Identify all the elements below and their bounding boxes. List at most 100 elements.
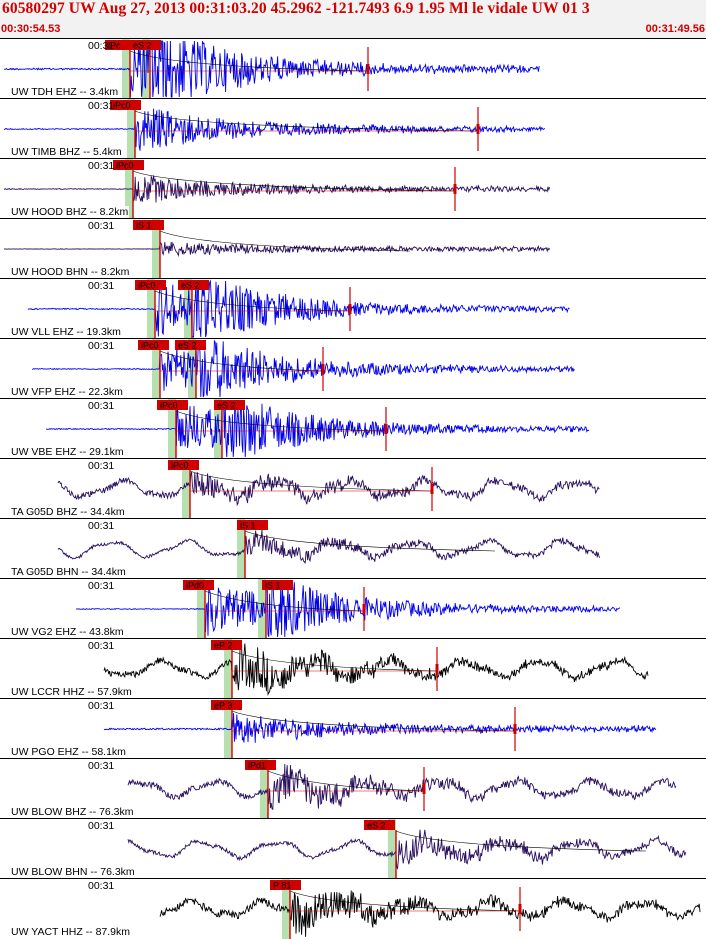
pick-label: eS 2 [133, 41, 152, 51]
coda-curve [231, 650, 438, 672]
start-time: 00:30:54.53 [1, 23, 61, 35]
trace-panel: iS 1 00:31 TA G05D BHN -- 34.4km [0, 518, 706, 579]
coda-curve [159, 230, 411, 252]
waveform-plot: P 81 [159, 879, 701, 939]
pick-flag [183, 580, 214, 590]
phase-pick[interactable]: eS 2 [175, 340, 206, 399]
phase-pick[interactable]: P 81 [270, 880, 301, 939]
waveform-plot: eP 2 [103, 639, 649, 699]
phase-pick[interactable]: iPc [105, 40, 131, 99]
waveform-trace [57, 471, 600, 507]
pick-flag [138, 340, 169, 350]
phase-pick[interactable]: eS 2 [130, 40, 161, 99]
coda-curve [289, 890, 521, 912]
phase-pick[interactable]: eS 2 [364, 820, 397, 879]
waveform-trace [3, 241, 550, 258]
coda-end-box [366, 64, 370, 74]
pick-flag [178, 280, 209, 290]
phase-pick[interactable]: eS 2 [214, 400, 245, 459]
coda-curve [395, 830, 647, 852]
phase-pick[interactable]: iPc0 [110, 100, 141, 159]
pick-label: iS 1 [265, 581, 281, 591]
coda-curve [154, 290, 351, 312]
waveform-plot: iS 1 [57, 519, 601, 579]
channel-label: UW HOOD BHN -- 8.2km [10, 266, 131, 278]
pick-flag [110, 100, 141, 110]
time-tick-label: 00:31 [88, 460, 115, 472]
pick-flag [245, 760, 276, 770]
pick-label: iS 1 [136, 221, 152, 231]
coda-end-box [430, 484, 434, 494]
phase-pick[interactable]: iS 1 [262, 580, 293, 639]
phase-pick[interactable]: iPc0 [135, 280, 166, 339]
event-title: 60580297 UW Aug 27, 2013 00:31:03.20 45.… [2, 0, 590, 17]
pick-flag [168, 460, 199, 470]
pick-flag [214, 400, 245, 410]
phase-pick[interactable]: eP 3 [211, 700, 242, 759]
waveform-plot: iPd1 [127, 759, 677, 819]
coda-end-box [518, 904, 522, 914]
waveform-trace [46, 400, 590, 458]
coda-end-box [422, 784, 426, 794]
channel-label: UW HOOD BHZ -- 8.2km [10, 206, 130, 218]
waveform-plot: iS 1 [3, 219, 550, 279]
coda-end-box [435, 664, 439, 674]
header-bar: 60580297 UW Aug 27, 2013 00:31:03.20 45.… [0, 0, 706, 39]
phase-pick[interactable]: iPd0 [183, 580, 214, 639]
coda-curve [134, 110, 479, 132]
channel-label: UW VG2 EHZ -- 43.8km [10, 626, 125, 638]
coda-end-box [321, 364, 325, 374]
pick-label: eP 2 [214, 641, 232, 651]
pick-flag [135, 280, 166, 290]
pick-label: iPd0 [186, 581, 204, 591]
pick-label: iPc0 [160, 401, 178, 411]
waveform-trace [57, 529, 601, 564]
pick-window [237, 519, 245, 579]
coda-curve [175, 410, 387, 432]
channel-label: UW BLOW BHN -- 76.3km [10, 866, 136, 878]
coda-curve [231, 710, 516, 732]
pick-label: iPc0 [113, 101, 131, 111]
waveform-trace [159, 890, 701, 937]
channel-label: UW LCCR HHZ -- 57.9km [10, 686, 133, 698]
phase-pick[interactable]: iPc0 [157, 400, 188, 459]
pick-label: iPc0 [138, 281, 156, 291]
waveform-trace [3, 108, 546, 151]
trace-panel: iPc0 eS 2 00:31 UW VBE EHZ -- 29.1km [0, 398, 706, 459]
pick-window [260, 759, 268, 819]
pick-label: eS 2 [217, 401, 236, 411]
waveform-trace [76, 580, 621, 638]
channel-label: TA G05D BHZ -- 34.4km [10, 506, 126, 518]
channel-label: UW BLOW BHZ -- 76.3km [10, 806, 135, 818]
phase-pick[interactable]: iPc0 [113, 160, 144, 219]
phase-pick[interactable]: eP 2 [211, 640, 242, 699]
channel-label: TA G05D BHN -- 34.4km [10, 566, 127, 578]
pick-label: iPc [108, 41, 121, 51]
trace-panel: eP 2 00:31 UW LCCR HHZ -- 57.9km [0, 638, 706, 699]
coda-curve [129, 50, 369, 72]
phase-pick[interactable]: iPc0 [138, 340, 169, 399]
waveform-plot: eS 2 [127, 819, 687, 879]
trace-panel: iPc0 eS 2 00:31 UW VLL EHZ -- 19.3km [0, 278, 706, 339]
phase-pick[interactable]: eS 2 [178, 280, 209, 339]
waveform-plot: iPc0 eS 2 [27, 279, 570, 339]
coda-curve [267, 770, 425, 792]
coda-end-box [476, 124, 480, 134]
pick-label: iPd1 [248, 761, 266, 771]
phase-pick[interactable]: iPc0 [168, 460, 199, 519]
time-tick-label: 00:31 [88, 700, 115, 712]
pick-label: eS 2 [181, 281, 200, 291]
waveform-plot: eP 3 [103, 699, 657, 759]
pick-flag [262, 580, 293, 590]
pick-label: iPc0 [141, 341, 159, 351]
time-tick-label: 00:31 [88, 520, 115, 532]
trace-panel: iPc0 00:31 UW HOOD BHZ -- 8.2km [0, 158, 706, 219]
pick-label: iPc0 [171, 461, 189, 471]
phase-pick[interactable]: iS 1 [133, 220, 164, 279]
pick-window [182, 459, 190, 519]
coda-curve [204, 590, 365, 612]
trace-panel: iPd1 00:31 UW BLOW BHZ -- 76.3km [0, 758, 706, 819]
phase-pick[interactable]: iPd1 [245, 760, 276, 819]
time-tick-label: 00:31 [88, 280, 115, 292]
phase-pick[interactable]: iS 1 [237, 520, 268, 579]
